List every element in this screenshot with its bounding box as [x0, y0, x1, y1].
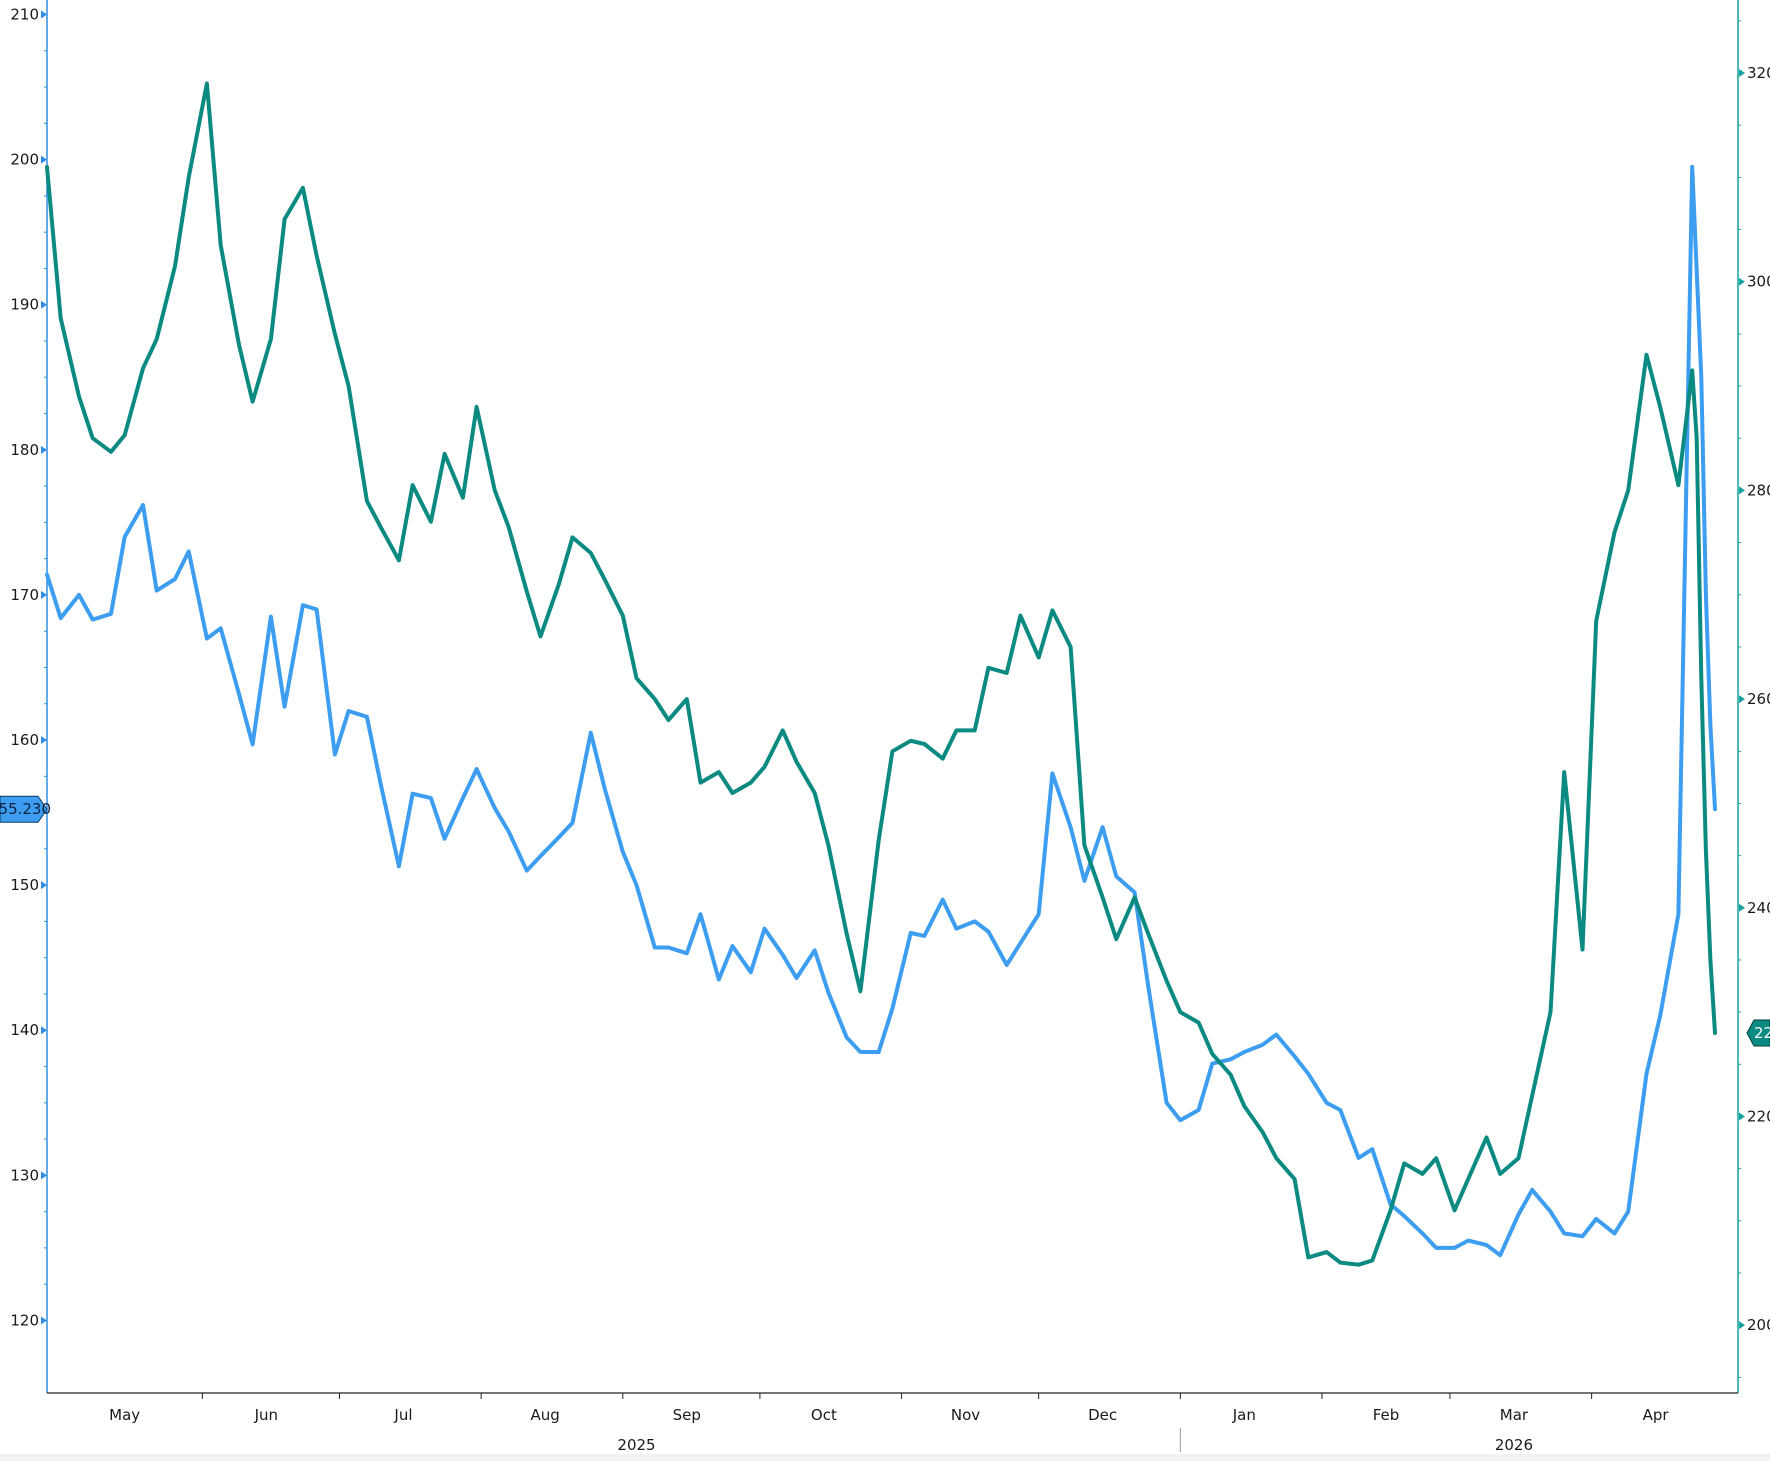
month-label: Jan: [1232, 1406, 1256, 1424]
month-label: Dec: [1088, 1406, 1117, 1424]
month-label: Jun: [254, 1406, 278, 1424]
left-axis-tick-label: 160: [10, 731, 39, 749]
right-last-value-tag: [1746, 1019, 1770, 1047]
right-axis-tick-label: 240: [1747, 899, 1770, 917]
right-axis-tick-marker: [1739, 1112, 1745, 1121]
right-axis-tick-marker: [1739, 1321, 1745, 1330]
month-label: Apr: [1643, 1406, 1670, 1424]
right-axis-tick-label: 280: [1747, 481, 1770, 499]
right-axis-tick-label: 260: [1747, 690, 1770, 708]
left-axis-tick-marker: [41, 736, 47, 745]
right-axis-tick-marker: [1739, 486, 1745, 495]
month-label: Nov: [951, 1406, 980, 1424]
left-axis-tick-label: 120: [10, 1311, 39, 1329]
month-label: Feb: [1373, 1406, 1400, 1424]
right-axis-tick-label: 200: [1747, 1316, 1770, 1334]
right-last-value-text: 228: [1754, 1024, 1770, 1042]
right-axis-tick-marker: [1739, 695, 1745, 704]
left-axis-tick-marker: [41, 881, 47, 890]
left-axis-tick-marker: [41, 590, 47, 599]
right-axis-ticks: 200 220 240 260 280 300 320: [1738, 20, 1770, 1378]
left-axis-tick-marker: [41, 300, 47, 309]
left-last-value-text: 155.230: [0, 800, 51, 818]
plot-area: [45, 81, 1717, 1267]
left-axis-tick-label: 190: [10, 296, 39, 314]
month-label: Sep: [673, 1406, 701, 1424]
right-axis-tick-label: 300: [1747, 273, 1770, 291]
right-axis-tick-label: 220: [1747, 1107, 1770, 1125]
month-label: Aug: [530, 1406, 559, 1424]
month-label: Jul: [393, 1406, 412, 1424]
left-axis-tick-marker: [41, 155, 47, 164]
right-axis-tick-marker: [1739, 69, 1745, 78]
left-axis-tick-label: 150: [10, 876, 39, 894]
left-axis-tick-label: 200: [10, 151, 39, 169]
right-axis-series-line: [45, 81, 1717, 1267]
month-label: Oct: [811, 1406, 837, 1424]
left-axis-tick-marker: [41, 445, 47, 454]
last-value-tags: 155.230 228: [0, 795, 1770, 1047]
left-axis-tick-label: 140: [10, 1021, 39, 1039]
left-axis-tick-marker: [41, 1316, 47, 1325]
year-label: 2025: [617, 1436, 655, 1454]
x-axis-ticks: May Jun Jul Aug Sep Oct Nov Dec Jan Feb Mar Apr 2025…: [109, 1393, 1669, 1454]
left-axis-tick-label: 180: [10, 441, 39, 459]
left-axis-tick-label: 210: [10, 6, 39, 24]
left-axis-ticks: 120 130 140 150 160 170 180 190 200 210: [10, 6, 47, 1329]
month-label: May: [109, 1406, 140, 1424]
right-axis-tick-marker: [1739, 277, 1745, 286]
bottom-band: [0, 1454, 1770, 1461]
month-label: Mar: [1500, 1406, 1529, 1424]
left-axis-tick-marker: [41, 1026, 47, 1035]
left-axis-series-line: [45, 164, 1717, 1258]
left-axis-tick-label: 170: [10, 586, 39, 604]
left-last-value-tag: [0, 795, 48, 823]
right-axis-tick-marker: [1739, 903, 1745, 912]
left-axis-tick-label: 130: [10, 1166, 39, 1184]
left-axis-tick-marker: [41, 10, 47, 19]
year-label: 2026: [1495, 1436, 1533, 1454]
right-axis-tick-label: 320: [1747, 64, 1770, 82]
left-axis-tick-marker: [41, 1171, 47, 1180]
